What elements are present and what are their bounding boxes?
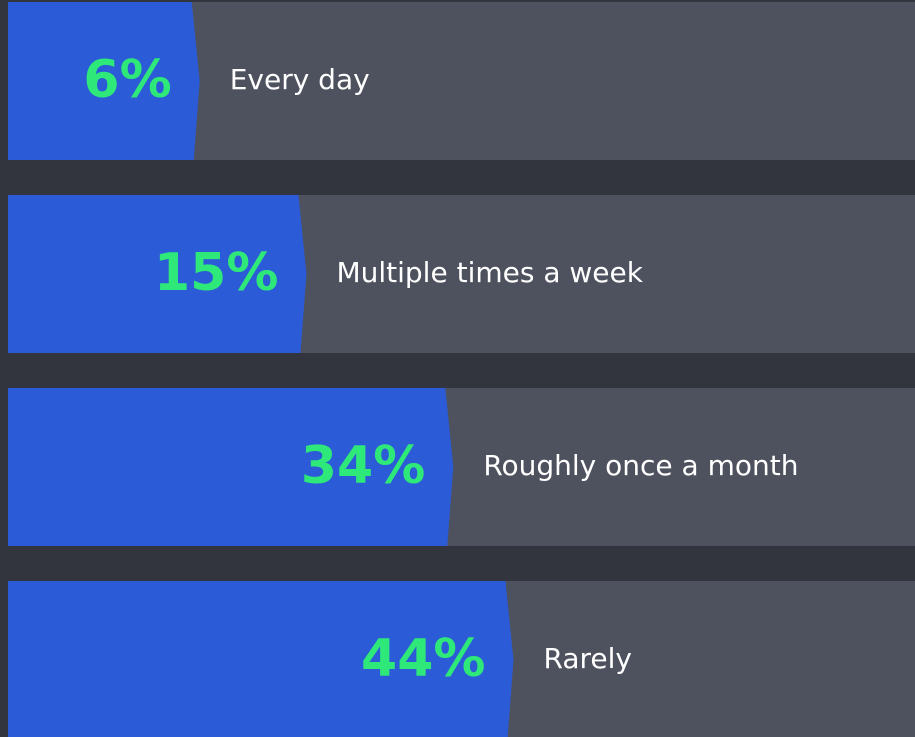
category-label: Multiple times a week bbox=[336, 256, 643, 289]
value-label: 15% bbox=[154, 243, 278, 303]
value-label: 34% bbox=[301, 436, 425, 496]
category-label: Roughly once a month bbox=[483, 449, 798, 482]
category-label: Every day bbox=[230, 63, 370, 96]
bar bbox=[8, 2, 200, 160]
bar bbox=[8, 581, 514, 737]
bar bbox=[8, 388, 454, 546]
category-label: Rarely bbox=[543, 642, 631, 675]
value-label: 44% bbox=[361, 629, 485, 689]
bar bbox=[8, 195, 307, 353]
value-label: 6% bbox=[83, 50, 171, 110]
